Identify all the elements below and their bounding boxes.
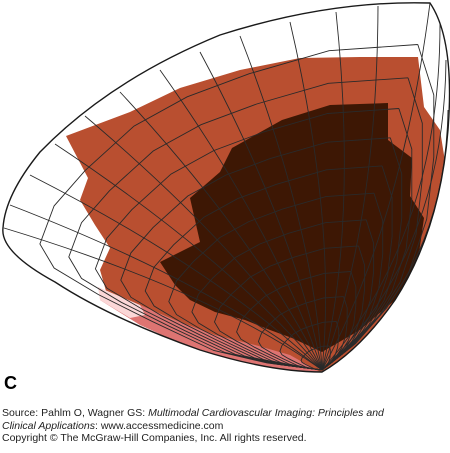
- source-suffix: : www.accessmedicine.com: [95, 419, 224, 432]
- source-line-1: Source: Pahlm O, Wagner GS: Multimodal C…: [2, 407, 448, 420]
- source-title-2: Clinical Applications: [2, 419, 95, 432]
- grid-meridian: [29, 174, 323, 371]
- panel-letter: C: [4, 373, 17, 393]
- grid-ring: [300, 345, 331, 371]
- grid-ring: [168, 192, 384, 371]
- grid-meridian: [84, 115, 323, 371]
- source-line-2: Clinical Applications: www.accessmedicin…: [2, 420, 448, 433]
- grid-ring: [144, 165, 393, 371]
- grid-meridian: [119, 91, 323, 371]
- grid-meridian: [199, 51, 323, 371]
- figure-caption: Source: Pahlm O, Wagner GS: Multimodal C…: [2, 407, 448, 445]
- source-prefix: Source: Pahlm O, Wagner GS:: [2, 407, 149, 419]
- grid-meridian: [321, 11, 345, 371]
- mild-zone: [100, 290, 320, 372]
- grid-ring: [191, 219, 375, 371]
- severe-zone: [160, 103, 424, 352]
- grid-meridian: [289, 21, 327, 371]
- source-title-1: Multimodal Cardiovascular Imaging: Princ…: [148, 407, 384, 419]
- grid-ring: [39, 44, 435, 371]
- grid-meridian: [321, 5, 379, 371]
- bowl-outline: [2, 2, 450, 373]
- grid-ring: [214, 245, 366, 371]
- grid-ring: [279, 320, 340, 371]
- grid-meridian: [159, 69, 323, 371]
- grid-ring: [120, 137, 403, 371]
- grid-meridian: [9, 204, 323, 371]
- copyright-line: Copyright © The McGraw-Hill Companies, I…: [2, 432, 307, 444]
- grid-meridian: [54, 143, 323, 371]
- segment-grid-lines: [3, 2, 449, 371]
- left-ventricle-polar-diagram: [2, 2, 450, 373]
- grid-ring: [68, 77, 423, 371]
- bowl-fill-regions: [2, 2, 450, 373]
- grid-meridian: [321, 2, 431, 371]
- grid-ring: [236, 271, 357, 371]
- grid-meridian: [239, 35, 323, 371]
- grid-ring: [257, 296, 348, 371]
- grid-meridian: [3, 227, 323, 371]
- grid-ring: [94, 108, 413, 371]
- grid-meridian: [321, 19, 441, 371]
